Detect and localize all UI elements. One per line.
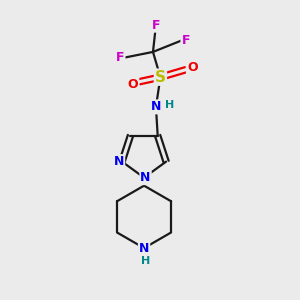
Text: N: N bbox=[140, 171, 151, 184]
Text: F: F bbox=[182, 34, 190, 46]
Text: H: H bbox=[141, 256, 150, 266]
Text: O: O bbox=[128, 77, 138, 91]
Text: H: H bbox=[165, 100, 174, 110]
Text: F: F bbox=[152, 19, 160, 32]
Text: S: S bbox=[155, 70, 166, 85]
Text: N: N bbox=[151, 100, 161, 113]
Text: N: N bbox=[114, 155, 124, 168]
Text: O: O bbox=[187, 61, 197, 74]
Text: N: N bbox=[139, 242, 149, 255]
Text: F: F bbox=[116, 51, 124, 64]
